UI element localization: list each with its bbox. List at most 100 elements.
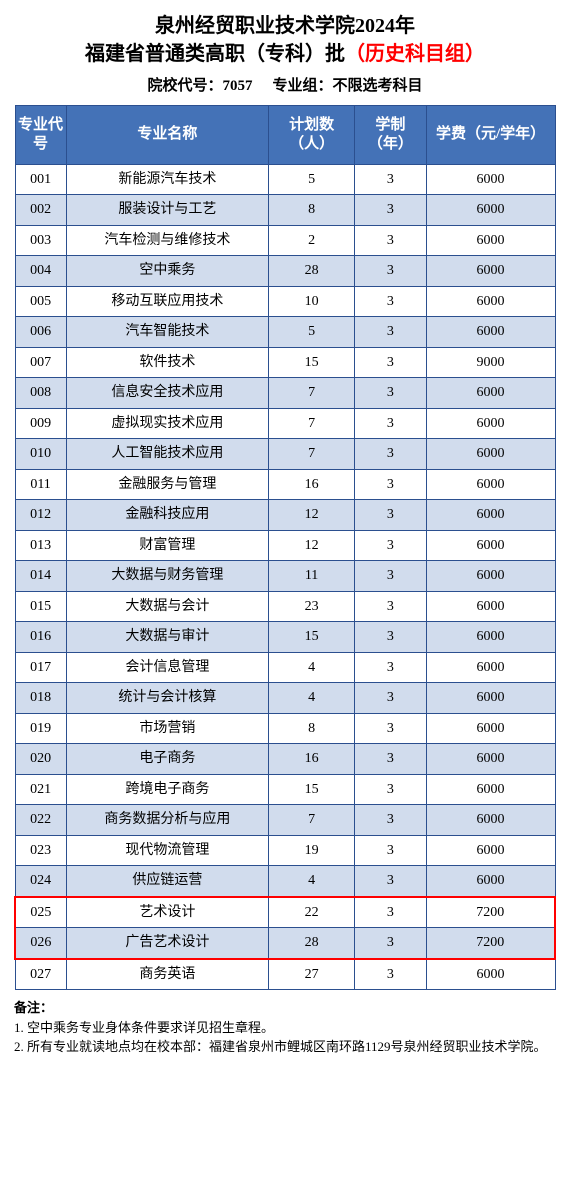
cell-plan: 5 [269, 317, 355, 348]
cell-fee: 7200 [426, 897, 555, 928]
cell-plan: 28 [269, 928, 355, 959]
cell-code: 026 [15, 928, 66, 959]
cell-years: 3 [355, 805, 427, 836]
cell-code: 018 [15, 683, 66, 714]
cell-years: 3 [355, 774, 427, 805]
table-row: 014大数据与财务管理1136000 [15, 561, 555, 592]
cell-plan: 12 [269, 530, 355, 561]
cell-code: 011 [15, 469, 66, 500]
cell-fee: 6000 [426, 805, 555, 836]
cell-plan: 4 [269, 866, 355, 897]
cell-fee: 6000 [426, 286, 555, 317]
cell-plan: 7 [269, 408, 355, 439]
cell-name: 现代物流管理 [66, 835, 269, 866]
cell-name: 跨境电子商务 [66, 774, 269, 805]
cell-fee: 6000 [426, 195, 555, 226]
title-line-2: 福建省普通类高职（专科）批（历史科目组） [14, 40, 556, 68]
cell-fee: 6000 [426, 530, 555, 561]
cell-years: 3 [355, 622, 427, 653]
col-plan: 计划数（人） [269, 106, 355, 165]
cell-code: 001 [15, 164, 66, 195]
cell-code: 012 [15, 500, 66, 531]
cell-name: 服装设计与工艺 [66, 195, 269, 226]
cell-fee: 6000 [426, 408, 555, 439]
cell-code: 005 [15, 286, 66, 317]
cell-name: 大数据与会计 [66, 591, 269, 622]
title-line-2-red: （历史科目组） [345, 43, 485, 65]
cell-plan: 16 [269, 744, 355, 775]
cell-plan: 8 [269, 195, 355, 226]
cell-plan: 5 [269, 164, 355, 195]
cell-code: 014 [15, 561, 66, 592]
cell-years: 3 [355, 164, 427, 195]
note-line: 1. 空中乘务专业身体条件要求详见招生章程。 [14, 1018, 556, 1038]
cell-years: 3 [355, 469, 427, 500]
cell-plan: 23 [269, 591, 355, 622]
cell-years: 3 [355, 561, 427, 592]
cell-plan: 7 [269, 439, 355, 470]
cell-years: 3 [355, 408, 427, 439]
cell-fee: 7200 [426, 928, 555, 959]
cell-years: 3 [355, 928, 427, 959]
cell-fee: 6000 [426, 164, 555, 195]
table-row: 002服装设计与工艺836000 [15, 195, 555, 226]
cell-fee: 6000 [426, 744, 555, 775]
cell-years: 3 [355, 317, 427, 348]
cell-code: 025 [15, 897, 66, 928]
cell-name: 大数据与审计 [66, 622, 269, 653]
table-row: 022商务数据分析与应用736000 [15, 805, 555, 836]
table-row: 005移动互联应用技术1036000 [15, 286, 555, 317]
table-row: 001新能源汽车技术536000 [15, 164, 555, 195]
col-name: 专业名称 [66, 106, 269, 165]
cell-name: 新能源汽车技术 [66, 164, 269, 195]
cell-code: 019 [15, 713, 66, 744]
cell-code: 006 [15, 317, 66, 348]
cell-code: 003 [15, 225, 66, 256]
table-row: 009虚拟现实技术应用736000 [15, 408, 555, 439]
col-code: 专业代号 [15, 106, 66, 165]
col-fee: 学费（元/学年） [426, 106, 555, 165]
school-code: 院校代号：7057 [147, 78, 252, 94]
admissions-table: 专业代号 专业名称 计划数（人） 学制（年） 学费（元/学年） 001新能源汽车… [14, 105, 556, 990]
table-row: 015大数据与会计2336000 [15, 591, 555, 622]
cell-years: 3 [355, 744, 427, 775]
cell-name: 会计信息管理 [66, 652, 269, 683]
cell-fee: 6000 [426, 959, 555, 990]
table-row: 013财富管理1236000 [15, 530, 555, 561]
cell-fee: 6000 [426, 835, 555, 866]
table-header-row: 专业代号 专业名称 计划数（人） 学制（年） 学费（元/学年） [15, 106, 555, 165]
major-group: 专业组：不限选考科目 [273, 78, 423, 94]
cell-code: 010 [15, 439, 66, 470]
cell-fee: 6000 [426, 256, 555, 287]
cell-plan: 28 [269, 256, 355, 287]
cell-plan: 2 [269, 225, 355, 256]
table-row: 026广告艺术设计2837200 [15, 928, 555, 959]
cell-code: 008 [15, 378, 66, 409]
note-line: 2. 所有专业就读地点均在校本部：福建省泉州市鲤城区南环路1129号泉州经贸职业… [14, 1037, 556, 1057]
cell-name: 空中乘务 [66, 256, 269, 287]
table-row: 011金融服务与管理1636000 [15, 469, 555, 500]
table-row: 017会计信息管理436000 [15, 652, 555, 683]
cell-name: 移动互联应用技术 [66, 286, 269, 317]
cell-name: 汽车检测与维修技术 [66, 225, 269, 256]
cell-plan: 15 [269, 347, 355, 378]
cell-fee: 6000 [426, 378, 555, 409]
cell-fee: 6000 [426, 561, 555, 592]
cell-name: 人工智能技术应用 [66, 439, 269, 470]
cell-years: 3 [355, 256, 427, 287]
cell-name: 金融科技应用 [66, 500, 269, 531]
table-row: 019市场营销836000 [15, 713, 555, 744]
table-row: 007软件技术1539000 [15, 347, 555, 378]
table-row: 027商务英语2736000 [15, 959, 555, 990]
cell-fee: 6000 [426, 500, 555, 531]
title-line-1: 泉州经贸职业技术学院2024年 [14, 12, 556, 40]
cell-name: 市场营销 [66, 713, 269, 744]
cell-fee: 6000 [426, 774, 555, 805]
cell-years: 3 [355, 591, 427, 622]
notes-block: 备注： 1. 空中乘务专业身体条件要求详见招生章程。 2. 所有专业就读地点均在… [14, 998, 556, 1057]
col-years: 学制（年） [355, 106, 427, 165]
page-title: 泉州经贸职业技术学院2024年 福建省普通类高职（专科）批（历史科目组） [14, 12, 556, 68]
table-row: 010人工智能技术应用736000 [15, 439, 555, 470]
cell-years: 3 [355, 835, 427, 866]
table-row: 024供应链运营436000 [15, 866, 555, 897]
